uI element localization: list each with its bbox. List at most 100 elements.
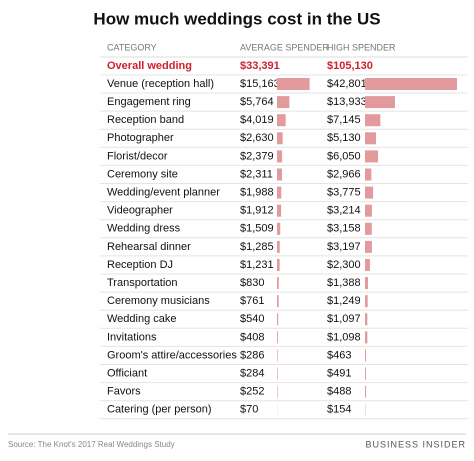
category-label: Rehearsal dinner	[107, 241, 191, 253]
bar	[365, 114, 380, 126]
value-label: $6,050	[327, 150, 361, 162]
bar	[365, 169, 371, 181]
value-label: $4,019	[240, 114, 274, 126]
category-label: Reception DJ	[107, 259, 173, 271]
column-header: CATEGORY	[107, 42, 157, 52]
category-label: Transportation	[107, 277, 178, 289]
value-label: $408	[240, 331, 264, 343]
category-label: Catering (per person)	[107, 404, 212, 416]
source: Source: The Knot's 2017 Real Weddings St…	[8, 440, 175, 449]
value-label: $2,630	[240, 132, 274, 144]
category-label: Venue (reception hall)	[107, 78, 214, 90]
bar	[277, 386, 278, 398]
bar	[365, 96, 395, 108]
bar	[365, 223, 372, 235]
bar	[277, 223, 280, 235]
value-label: $1,285	[240, 241, 274, 253]
bar	[365, 350, 366, 362]
value-label: $1,509	[240, 223, 274, 235]
value-label: $7,145	[327, 114, 361, 126]
overall-category: Overall wedding	[107, 60, 192, 72]
value-label: $3,214	[327, 205, 361, 217]
value-label: $286	[240, 349, 264, 361]
overall-high: $105,130	[327, 60, 373, 72]
bar	[277, 169, 282, 181]
bar	[277, 96, 289, 108]
chart-title: How much weddings cost in the US	[93, 9, 380, 28]
value-label: $3,158	[327, 223, 361, 235]
value-label: $1,912	[240, 205, 274, 217]
bar	[277, 277, 279, 289]
value-label: $5,764	[240, 96, 274, 108]
value-label: $42,801	[327, 78, 367, 90]
value-label: $1,388	[327, 277, 361, 289]
bar	[365, 205, 372, 217]
value-label: $1,098	[327, 331, 361, 343]
bar	[277, 78, 310, 90]
value-label: $13,933	[327, 96, 367, 108]
value-label: $284	[240, 368, 264, 380]
category-label: Videographer	[107, 205, 173, 217]
bar	[277, 259, 280, 271]
category-label: Wedding dress	[107, 223, 181, 235]
value-label: $154	[327, 404, 351, 416]
value-label: $5,130	[327, 132, 361, 144]
value-label: $2,311	[240, 168, 273, 180]
value-label: $491	[327, 368, 351, 380]
value-label: $2,966	[327, 168, 361, 180]
value-label: $540	[240, 313, 264, 325]
value-label: $15,163	[240, 78, 280, 90]
value-label: $761	[240, 295, 264, 307]
overall-average: $33,391	[240, 60, 280, 72]
category-label: Favors	[107, 386, 141, 398]
bar	[365, 313, 367, 325]
category-label: Photographer	[107, 132, 174, 144]
category-label: Officiant	[107, 368, 147, 380]
bar	[365, 277, 368, 289]
value-label: $1,231	[240, 259, 274, 271]
bar	[277, 205, 281, 217]
value-label: $252	[240, 386, 264, 398]
category-label: Florist/decor	[107, 150, 168, 162]
bar	[277, 132, 283, 144]
category-label: Engagement ring	[107, 96, 191, 108]
bar	[277, 350, 278, 362]
category-label: Wedding/event planner	[107, 187, 220, 199]
bar	[277, 331, 278, 343]
category-label: Ceremony musicians	[107, 295, 210, 307]
value-label: $463	[327, 349, 351, 361]
bar	[365, 259, 370, 271]
bar	[365, 386, 366, 398]
category-label: Ceremony site	[107, 168, 178, 180]
bar	[277, 241, 280, 253]
value-label: $3,197	[327, 241, 361, 253]
category-label: Groom's attire/accessories	[107, 349, 237, 361]
bar	[365, 150, 378, 162]
column-header: AVERAGE SPENDER	[240, 42, 329, 52]
bar	[277, 295, 279, 307]
bar	[365, 132, 376, 144]
value-label: $70	[240, 404, 258, 416]
bar	[365, 368, 366, 380]
bar	[365, 241, 372, 253]
bar	[365, 295, 368, 307]
value-label: $1,988	[240, 187, 274, 199]
column-header: HIGH SPENDER	[327, 42, 396, 52]
value-label: $1,249	[327, 295, 361, 307]
category-label: Invitations	[107, 331, 157, 343]
value-label: $2,300	[327, 259, 361, 271]
value-label: $830	[240, 277, 264, 289]
bar	[365, 187, 373, 199]
bar	[277, 187, 281, 199]
brand: BUSINESS INSIDER	[365, 439, 466, 449]
category-label: Reception band	[107, 114, 184, 126]
bar	[277, 368, 278, 380]
value-label: $2,379	[240, 150, 274, 162]
value-label: $488	[327, 386, 351, 398]
value-label: $3,775	[327, 187, 361, 199]
category-label: Wedding cake	[107, 313, 177, 325]
bar	[365, 331, 367, 343]
bar	[277, 313, 278, 325]
bar	[277, 150, 282, 162]
